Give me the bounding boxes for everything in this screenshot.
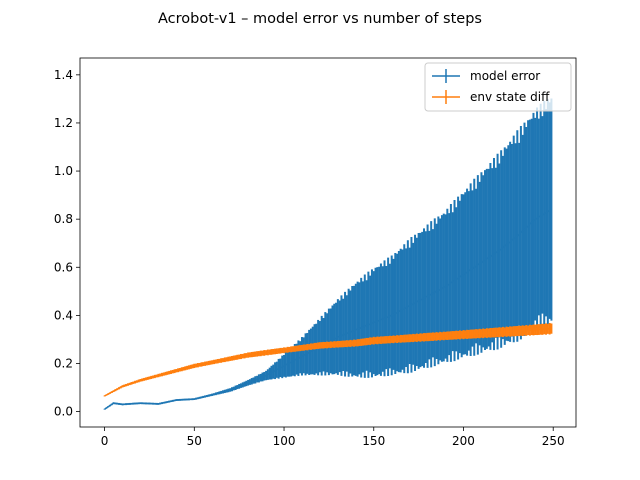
legend-label: env state diff — [470, 90, 550, 104]
x-tick-label: 200 — [452, 434, 475, 448]
x-tick-label: 50 — [187, 434, 202, 448]
plot-area — [103, 98, 553, 410]
axes-frame — [79, 57, 577, 428]
y-tick-label: 0.0 — [54, 405, 73, 419]
y-tick-label: 0.8 — [54, 212, 73, 226]
x-tick-label: 250 — [542, 434, 565, 448]
y-tick-label: 0.4 — [54, 308, 73, 322]
y-tick-label: 1.2 — [54, 116, 73, 130]
x-tick-label: 100 — [273, 434, 296, 448]
error-bars — [103, 98, 553, 410]
series-env-state-diff — [103, 323, 553, 397]
legend: model error env state diff — [424, 62, 572, 112]
legend-box — [424, 62, 572, 112]
x-tick-label: 150 — [362, 434, 385, 448]
axes: 0 50 100 150 200 250 0.0 0.2 0.4 0.6 0.8 1.0 1.2 1.4 — [54, 57, 577, 448]
y-tick-label: 1.0 — [54, 164, 73, 178]
y-tick-label: 0.2 — [54, 356, 73, 370]
series-model-error — [103, 98, 553, 410]
chart-title: Acrobot-v1 – model error vs number of st… — [158, 11, 482, 27]
y-tick-label: 0.6 — [54, 260, 73, 274]
series-line — [104, 327, 552, 397]
x-tick-label: 0 — [101, 434, 109, 448]
legend-label: model error — [470, 69, 540, 83]
y-tick-label: 1.4 — [54, 68, 73, 82]
